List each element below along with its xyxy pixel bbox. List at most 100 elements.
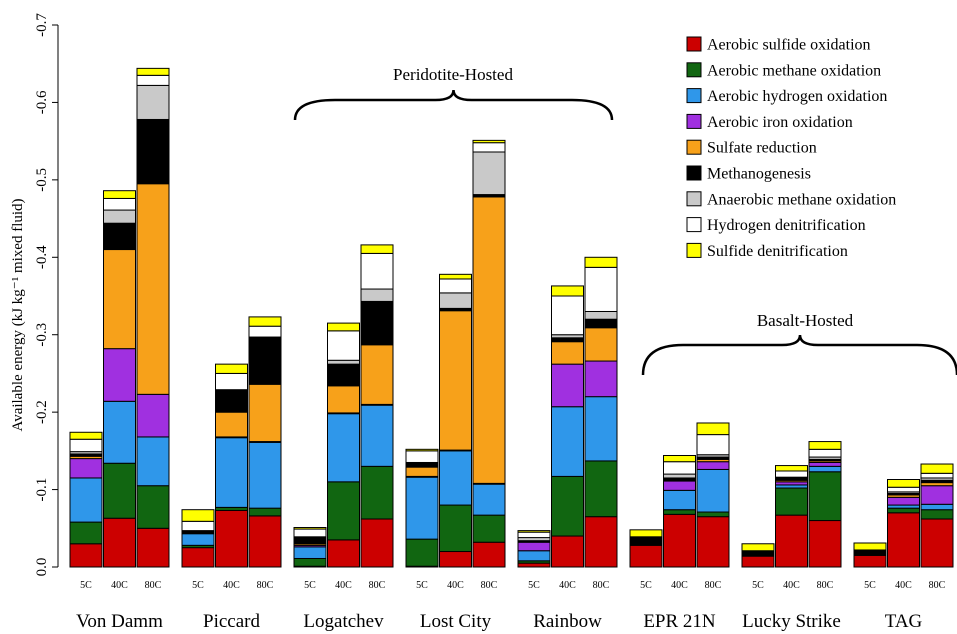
bar-segment — [920, 463, 954, 474]
bar-segment — [248, 515, 282, 568]
legend-label: Aerobic iron oxidation — [707, 114, 853, 131]
bar-segment — [405, 448, 439, 452]
temperature-label: 40C — [335, 580, 352, 591]
bar-segment — [439, 310, 472, 451]
bar-segment — [360, 300, 394, 346]
temperature-label: 5C — [304, 580, 316, 591]
bar-segment — [136, 67, 170, 76]
bar-segment — [517, 531, 551, 539]
bar-segment — [920, 485, 954, 505]
bar-segment — [405, 466, 439, 477]
bar-segment — [517, 562, 551, 568]
y-tick-label: -0.6 — [34, 90, 50, 114]
bar-segment — [472, 541, 506, 568]
bar-segment — [629, 529, 663, 538]
legend-label: Aerobic sulfide oxidation — [707, 37, 871, 54]
bar-segment — [327, 481, 360, 541]
site-label: EPR 21N — [643, 611, 716, 632]
bar-segment — [215, 372, 248, 391]
bar-segment — [327, 363, 360, 387]
bar-segment — [293, 527, 327, 530]
bar-segment — [181, 520, 215, 532]
legend-swatch — [686, 217, 702, 233]
bar-segment — [887, 479, 920, 488]
bar-segment — [181, 509, 215, 522]
bar-segment — [808, 520, 842, 568]
bar-segment — [696, 422, 730, 436]
bar-segment — [551, 363, 584, 408]
bar-segment — [472, 196, 506, 484]
bar-segment — [136, 527, 170, 568]
temperature-label: 40C — [783, 580, 800, 591]
site-label: Lucky Strike — [742, 611, 841, 632]
bar-segment — [136, 485, 170, 529]
bar-segment — [103, 249, 136, 350]
temperature-label: 5C — [528, 580, 540, 591]
site-label: Rainbow — [533, 611, 602, 632]
bar-segment — [405, 476, 439, 540]
x-axis-labels: 5C 40C 80C Von Damm 5C 40C 80C Piccard 5C 40C 80C L… — [76, 580, 946, 632]
bar-segment — [920, 472, 954, 479]
y-tick-label: -0.3 — [34, 323, 50, 347]
bar-segment — [69, 438, 103, 453]
bar-segment — [584, 516, 618, 568]
temperature-label: 5C — [864, 580, 876, 591]
legend-swatch — [686, 139, 702, 155]
bar-segment — [439, 450, 472, 506]
temperature-label: 80C — [593, 580, 610, 591]
temperature-label: 80C — [817, 580, 834, 591]
bar-segment — [136, 393, 170, 438]
bar-segment — [663, 455, 696, 463]
bar-segment — [887, 496, 920, 506]
bar-segment — [103, 517, 136, 568]
bar-segment — [248, 325, 282, 338]
bar-segment — [360, 344, 394, 405]
temperature-label: 80C — [481, 580, 498, 591]
bar-segment — [551, 337, 584, 343]
bar-segment — [136, 436, 170, 487]
bar-segment — [69, 431, 103, 440]
bar-segment — [327, 322, 360, 332]
bar-segment — [472, 483, 506, 516]
bar-segment — [853, 554, 887, 568]
bar-segment — [248, 441, 282, 509]
bar-segment — [775, 465, 808, 472]
site-label: Logatchev — [303, 611, 384, 632]
site-label: Von Damm — [76, 611, 163, 632]
bar-segment — [551, 341, 584, 365]
bar-segment — [405, 538, 439, 567]
temperature-label: 40C — [895, 580, 912, 591]
bar-segment — [808, 461, 842, 467]
bar-segment — [405, 450, 439, 463]
y-tick-label: -0.1 — [34, 478, 50, 502]
bar-segment — [584, 396, 618, 462]
bar-segment — [696, 434, 730, 456]
legend-swatch — [686, 36, 702, 52]
legend: Aerobic sulfide oxidation Aerobic methane… — [686, 36, 896, 260]
bar-segment — [696, 468, 730, 513]
bar-segment — [136, 84, 170, 120]
bar-segment — [215, 389, 248, 413]
annotation-basalt-hosted: Basalt-Hosted — [757, 311, 854, 330]
temperature-label: 80C — [145, 580, 162, 591]
bar-segment — [103, 222, 136, 251]
bar-segment — [293, 537, 327, 545]
bar-segment — [103, 209, 136, 224]
bar-segment — [69, 521, 103, 545]
bar-segment — [808, 471, 842, 522]
bar-segment — [69, 543, 103, 568]
bar-segment — [248, 383, 282, 443]
bar-segment — [439, 504, 472, 553]
y-tick-label: -0.7 — [34, 13, 50, 37]
bar-segment — [517, 530, 551, 533]
bar-segment — [887, 486, 920, 493]
bar-segment — [360, 518, 394, 568]
temperature-label: 40C — [447, 580, 464, 591]
bar-segment — [248, 337, 282, 385]
bar-segment — [215, 437, 248, 508]
legend-swatch — [686, 242, 702, 258]
temperature-label: 5C — [752, 580, 764, 591]
bar-segment — [327, 413, 360, 483]
bar-segment — [103, 462, 136, 519]
